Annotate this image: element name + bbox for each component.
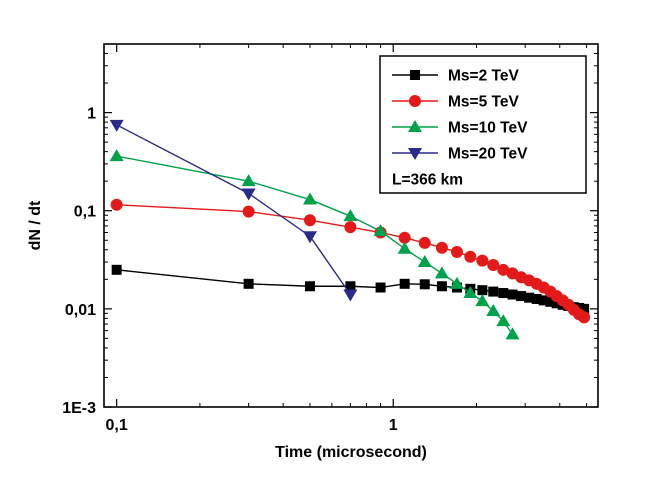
data-point xyxy=(343,209,358,222)
y-tick-label: 0,1 xyxy=(74,204,96,221)
data-point xyxy=(487,258,500,271)
series-2 xyxy=(109,149,520,340)
data-point xyxy=(435,241,448,254)
y-axis-title: dN / dt xyxy=(27,200,44,250)
data-point xyxy=(551,298,562,309)
data-point xyxy=(242,205,255,218)
data-point xyxy=(302,231,317,244)
x-axis-title: Time (microsecond) xyxy=(275,444,427,461)
legend-item: Ms=5 TeV xyxy=(392,94,519,111)
legend: Ms=2 TeV Ms=5 TeV Ms=10 TeV Ms=20 TeV L=366 … xyxy=(379,55,587,194)
legend-item: Ms=2 TeV xyxy=(392,68,519,85)
legend-marker xyxy=(410,70,420,80)
data-point xyxy=(450,245,463,258)
legend-label: Ms=10 TeV xyxy=(448,120,528,137)
data-point xyxy=(507,289,518,300)
data-point xyxy=(375,282,386,293)
data-point xyxy=(243,278,254,289)
x-tick-label: 1 xyxy=(389,417,398,434)
data-point xyxy=(505,327,520,340)
data-point xyxy=(302,192,317,205)
data-point xyxy=(398,231,411,244)
data-point xyxy=(417,255,432,268)
data-point xyxy=(241,174,256,187)
series-layer xyxy=(109,119,591,340)
data-point xyxy=(463,286,478,299)
y-tick-label: 1 xyxy=(87,106,96,123)
data-point xyxy=(436,281,447,292)
data-point xyxy=(399,278,410,289)
data-point xyxy=(343,289,358,302)
x-tick-label: 0,1 xyxy=(106,417,128,434)
data-point xyxy=(110,198,123,211)
series-1 xyxy=(110,198,591,324)
data-point xyxy=(109,119,124,132)
legend-label: Ms=2 TeV xyxy=(448,68,519,85)
data-point xyxy=(111,264,122,275)
y-tick-label: 1E-3 xyxy=(62,400,96,417)
data-point xyxy=(477,285,488,296)
data-point xyxy=(538,295,549,306)
legend-label: Ms=20 TeV xyxy=(448,146,528,163)
legend-annotation: L=366 km xyxy=(392,172,463,189)
legend-marker xyxy=(408,148,422,160)
data-point xyxy=(498,288,509,299)
data-point xyxy=(516,291,527,302)
data-point xyxy=(418,236,431,249)
data-point xyxy=(497,263,510,276)
data-point xyxy=(476,254,489,267)
series-3 xyxy=(109,119,358,302)
data-point xyxy=(449,276,464,289)
data-point xyxy=(434,266,449,279)
data-point xyxy=(419,279,430,290)
data-point xyxy=(241,188,256,201)
legend-item: Ms=20 TeV xyxy=(392,146,528,163)
data-point xyxy=(373,224,388,237)
data-point xyxy=(304,281,315,292)
legend-marker xyxy=(408,120,422,132)
legend-marker xyxy=(409,95,421,107)
data-point xyxy=(579,303,590,314)
data-point xyxy=(109,149,124,162)
data-point xyxy=(464,250,477,263)
data-point xyxy=(303,214,316,227)
data-point xyxy=(496,314,511,327)
y-tick-label: 0,01 xyxy=(65,302,96,319)
data-point xyxy=(545,296,556,307)
data-point xyxy=(475,294,490,307)
data-point xyxy=(397,241,412,254)
data-point xyxy=(524,292,535,303)
series-line xyxy=(116,124,351,295)
data-point xyxy=(345,281,356,292)
data-point xyxy=(486,304,501,317)
axes-layer: 0,1 1 1E-3 0,01 0,1 1 xyxy=(62,43,599,434)
data-point xyxy=(344,221,357,234)
data-point xyxy=(488,286,499,297)
legend-label: Ms=5 TeV xyxy=(448,94,519,111)
legend-item: Ms=10 TeV xyxy=(392,120,528,137)
data-point xyxy=(578,311,591,324)
data-point xyxy=(531,294,542,305)
